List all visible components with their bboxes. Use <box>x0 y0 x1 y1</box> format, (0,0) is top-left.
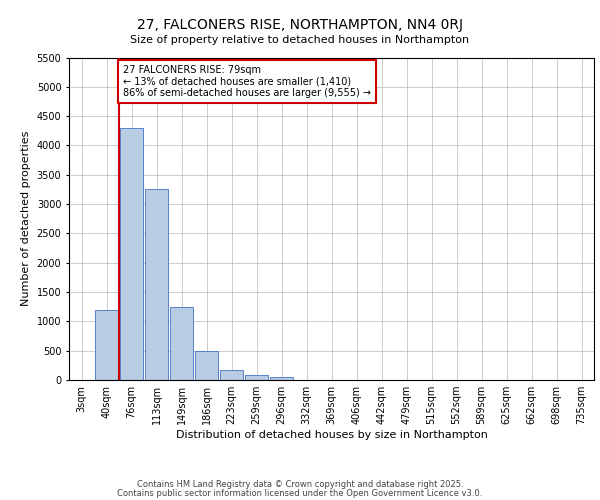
Text: Size of property relative to detached houses in Northampton: Size of property relative to detached ho… <box>130 35 470 45</box>
Bar <box>195 352 218 380</box>
Bar <box>270 377 293 380</box>
Bar <box>170 306 193 380</box>
Bar <box>120 128 143 380</box>
Text: 27 FALCONERS RISE: 79sqm
← 13% of detached houses are smaller (1,410)
86% of sem: 27 FALCONERS RISE: 79sqm ← 13% of detach… <box>123 64 371 98</box>
Bar <box>145 190 168 380</box>
Text: Contains public sector information licensed under the Open Government Licence v3: Contains public sector information licen… <box>118 488 482 498</box>
Bar <box>245 374 268 380</box>
Y-axis label: Number of detached properties: Number of detached properties <box>21 131 31 306</box>
Text: Contains HM Land Registry data © Crown copyright and database right 2025.: Contains HM Land Registry data © Crown c… <box>137 480 463 489</box>
Bar <box>220 370 243 380</box>
X-axis label: Distribution of detached houses by size in Northampton: Distribution of detached houses by size … <box>176 430 487 440</box>
Bar <box>95 310 118 380</box>
Text: 27, FALCONERS RISE, NORTHAMPTON, NN4 0RJ: 27, FALCONERS RISE, NORTHAMPTON, NN4 0RJ <box>137 18 463 32</box>
